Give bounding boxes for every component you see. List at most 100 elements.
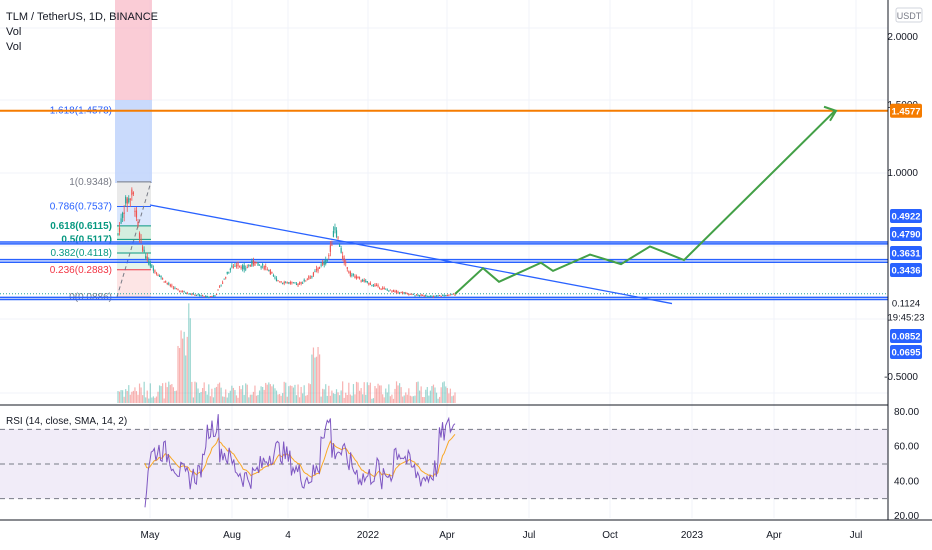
volume-bar: [251, 394, 253, 403]
candle-body: [323, 261, 325, 265]
rsi-tick-label: 40.00: [894, 476, 919, 487]
candle-body: [178, 290, 181, 292]
candle-body: [146, 256, 148, 260]
candle-body: [152, 268, 154, 271]
candle-body: [298, 282, 301, 284]
candle-body: [292, 282, 295, 284]
volume-bar: [198, 392, 201, 403]
volume-bar: [195, 382, 198, 403]
volume-indicator-label[interactable]: Vol: [6, 26, 22, 38]
volume-bar: [405, 392, 407, 403]
volume-bar: [417, 381, 419, 403]
volume-bar: [172, 387, 174, 403]
candle-body: [369, 283, 371, 285]
candle-body: [126, 198, 128, 204]
candle-body: [412, 293, 415, 295]
candle-body: [294, 282, 296, 284]
volume-bar: [352, 384, 355, 403]
candle-body: [312, 272, 315, 276]
candle-body: [208, 296, 210, 298]
symbol-title[interactable]: TLM / TetherUS, 1D, BINANCE: [6, 11, 159, 23]
volume-bar: [412, 396, 415, 403]
volume-bar: [305, 395, 307, 403]
candle-body: [332, 231, 335, 237]
candle-body: [355, 276, 358, 279]
volume-bar: [351, 395, 353, 403]
volume-bar: [377, 383, 379, 403]
candle-body: [257, 262, 259, 266]
candle-body: [446, 294, 448, 297]
volume-bar: [443, 381, 445, 403]
candle-body: [403, 292, 405, 294]
volume-bar: [425, 389, 427, 403]
candle-body: [194, 294, 196, 296]
rsi-indicator-label[interactable]: RSI (14, close, SMA, 14, 2): [6, 416, 128, 427]
candle-body: [352, 273, 355, 275]
volume-bar: [314, 357, 316, 403]
volume-bar: [395, 381, 398, 403]
volume-indicator-label[interactable]: Vol: [6, 41, 22, 53]
time-tick-label: 4: [285, 530, 291, 541]
volume-bar: [154, 397, 156, 403]
volume-bar: [409, 395, 411, 403]
candle-body: [252, 260, 255, 265]
candle-body: [325, 260, 327, 265]
volume-bar: [445, 386, 447, 403]
volume-bar: [180, 330, 182, 403]
candle-body: [157, 275, 159, 277]
volume-bar: [358, 390, 361, 403]
time-tick-label: Jul: [523, 530, 536, 541]
volume-bar: [402, 396, 404, 403]
fib-level-label: 0.382(0.4118): [50, 248, 112, 259]
volume-bar: [348, 382, 350, 403]
volume-bar: [237, 397, 239, 403]
candle-body: [122, 212, 124, 218]
volume-bar: [214, 387, 216, 403]
volume-bar: [318, 354, 321, 403]
candle-body: [428, 296, 430, 298]
volume-bar: [346, 394, 348, 403]
volume-bar: [203, 382, 205, 403]
candle-body: [162, 278, 164, 280]
volume-bar: [242, 385, 244, 403]
volume-bar: [245, 383, 247, 403]
volume-bar: [177, 345, 179, 403]
volume-bar: [366, 382, 368, 403]
price-marker-badge: [890, 103, 922, 118]
volume-bar: [192, 397, 195, 403]
volume-bar: [189, 318, 191, 403]
volume-bar: [211, 388, 213, 403]
volume-bar: [300, 386, 302, 403]
volume-bar: [440, 387, 442, 403]
volume-bar: [148, 398, 150, 403]
candle-body: [317, 267, 319, 272]
volume-bar: [137, 394, 139, 403]
candle-body: [329, 245, 331, 252]
candle-body: [395, 290, 398, 293]
candle-body: [426, 296, 428, 298]
descending-trendline: [149, 204, 673, 305]
rsi-tick-label: 80.00: [894, 407, 919, 418]
candle-body: [129, 198, 131, 200]
candle-body: [132, 192, 134, 194]
volume-bar: [389, 396, 391, 403]
volume-bar: [197, 388, 199, 403]
volume-bar: [234, 390, 236, 403]
volume-bars: [117, 303, 456, 403]
candle-body: [302, 282, 304, 284]
volume-bar: [134, 387, 136, 403]
volume-bar: [178, 347, 181, 403]
fib-zone: [117, 225, 151, 240]
candle-body: [229, 268, 231, 271]
candle-body: [254, 261, 256, 266]
time-tick-label: 2023: [681, 530, 704, 541]
volume-bar: [132, 390, 134, 403]
candle-body: [118, 227, 121, 232]
candle-body: [202, 295, 204, 297]
price-marker-label: 0.3436: [891, 266, 920, 277]
volume-bar: [231, 385, 233, 403]
volume-bar: [238, 385, 241, 403]
candle-body: [295, 283, 298, 285]
volume-bar: [157, 391, 159, 403]
